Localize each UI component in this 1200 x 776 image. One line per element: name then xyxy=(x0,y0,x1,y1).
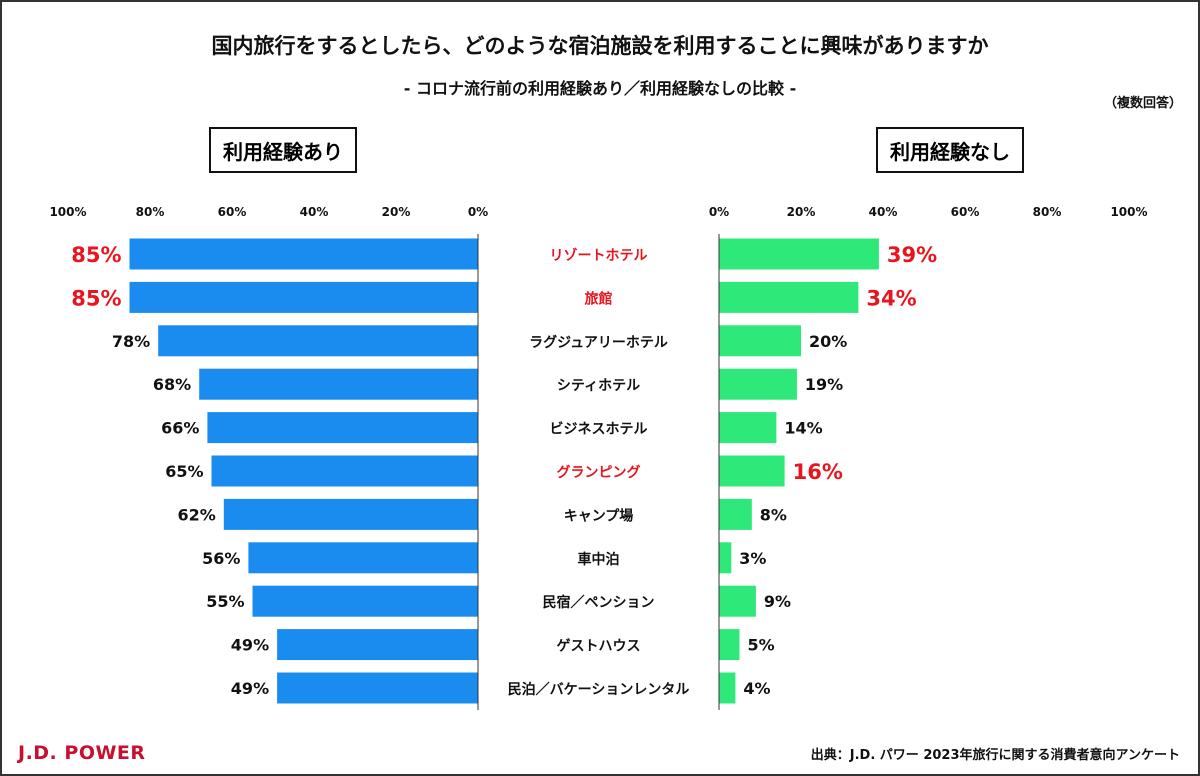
left-bar xyxy=(252,585,478,617)
left-axis-tick-label: 100% xyxy=(49,205,86,219)
right-bar xyxy=(719,238,879,270)
source-note: 出典：J.D. パワー 2023年旅行に関する消費者意向アンケート xyxy=(810,748,1180,763)
jd-power-logo: J.D. POWER xyxy=(18,742,146,764)
right-panel-label: 利用経験なし xyxy=(876,127,1024,173)
category-label: ビジネスホテル xyxy=(550,422,648,438)
right-bar xyxy=(719,672,736,704)
right-data-label: 4% xyxy=(743,679,770,698)
left-data-label: 66% xyxy=(161,419,199,438)
right-axis-tick-label: 40% xyxy=(869,205,898,219)
category-label: 車中泊 xyxy=(578,551,620,568)
chart-subtitle: - コロナ流行前の利用経験あり／利用経験なしの比較 - xyxy=(403,79,797,98)
category-label: 民宿／ペンション xyxy=(543,594,655,611)
right-data-label: 20% xyxy=(809,332,847,351)
left-data-label: 49% xyxy=(231,679,269,698)
left-bar xyxy=(223,498,478,530)
right-data-label: 8% xyxy=(760,505,787,524)
left-bar xyxy=(199,368,478,400)
left-bar xyxy=(207,412,478,444)
right-axis-tick-label: 100% xyxy=(1110,205,1147,219)
left-axis-tick-label: 0% xyxy=(468,205,488,219)
category-label: グランピング xyxy=(557,464,641,481)
category-label: ラグジュアリーホテル xyxy=(529,334,668,351)
category-label: ゲストハウス xyxy=(557,638,641,655)
left-data-label: 49% xyxy=(231,636,269,655)
left-axis-tick-label: 80% xyxy=(136,205,165,219)
left-axis-tick-label: 20% xyxy=(382,205,411,219)
right-data-label: 39% xyxy=(887,243,937,267)
chart-title: 国内旅行をするとしたら、どのような宿泊施設を利用することに興味がありますか xyxy=(211,34,989,58)
right-data-label: 3% xyxy=(739,549,766,568)
right-axis-tick-label: 20% xyxy=(787,205,816,219)
left-bar xyxy=(248,542,478,574)
left-data-label: 85% xyxy=(71,243,121,267)
right-bar xyxy=(719,542,732,574)
right-data-label: 19% xyxy=(805,375,843,394)
left-bar xyxy=(211,455,478,487)
category-label: リゾートホテル xyxy=(550,247,648,264)
right-bar xyxy=(719,368,797,400)
category-label: キャンプ場 xyxy=(564,507,634,524)
left-bar xyxy=(129,238,478,270)
right-bar xyxy=(719,325,801,357)
right-data-label: 16% xyxy=(793,460,843,484)
left-bar xyxy=(129,281,478,313)
left-bar xyxy=(277,629,478,661)
left-axis-tick-label: 40% xyxy=(300,205,329,219)
right-data-label: 14% xyxy=(784,419,822,438)
right-bar xyxy=(719,455,785,487)
right-axis-tick-label: 60% xyxy=(951,205,980,219)
right-bar xyxy=(719,281,859,313)
right-data-label: 34% xyxy=(866,286,916,310)
left-axis-tick-label: 60% xyxy=(218,205,247,219)
category-label: シティホテル xyxy=(557,378,640,394)
left-data-label: 55% xyxy=(206,592,244,611)
multiple-answer-note: （複数回答） xyxy=(1103,96,1182,111)
left-data-label: 56% xyxy=(202,549,240,568)
right-bar xyxy=(719,412,777,444)
left-data-label: 85% xyxy=(71,286,121,310)
left-data-label: 62% xyxy=(178,505,216,524)
left-panel-label: 利用経験あり xyxy=(209,127,357,173)
left-bar xyxy=(277,672,478,704)
right-bar xyxy=(719,629,740,661)
left-data-label: 78% xyxy=(112,332,150,351)
category-label: 民泊／バケーションレンタル xyxy=(508,681,690,698)
right-data-label: 9% xyxy=(764,592,791,611)
left-data-label: 68% xyxy=(153,375,191,394)
right-axis-tick-label: 0% xyxy=(709,205,729,219)
category-label: 旅館 xyxy=(585,290,613,307)
right-data-label: 5% xyxy=(748,636,775,655)
right-axis-tick-label: 80% xyxy=(1033,205,1062,219)
right-bar xyxy=(719,585,756,617)
right-bar xyxy=(719,498,752,530)
left-bar xyxy=(158,325,478,357)
left-data-label: 65% xyxy=(165,462,203,481)
